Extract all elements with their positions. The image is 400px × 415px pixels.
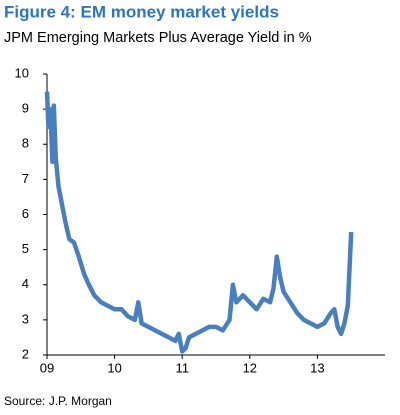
y-tick-label: 8 — [22, 136, 29, 151]
y-tick-label: 6 — [22, 206, 29, 221]
chart-title: Figure 4: EM money market yields — [4, 2, 279, 21]
x-tick-label: 10 — [107, 360, 121, 375]
y-tick-label: 9 — [22, 101, 29, 116]
y-tick-label: 5 — [22, 241, 29, 256]
x-tick-label: 13 — [310, 360, 324, 375]
x-tick-label: 11 — [175, 360, 189, 375]
chart-subtitle: JPM Emerging Markets Plus Average Yield … — [4, 30, 312, 46]
source-note: Source: J.P. Morgan — [4, 394, 112, 408]
data-line — [44, 91, 354, 354]
y-tick-label: 10 — [15, 65, 29, 80]
y-tick-label: 2 — [22, 346, 29, 361]
x-tick-label: 12 — [243, 360, 257, 375]
x-tick-label: 09 — [40, 360, 54, 375]
y-tick-label: 7 — [22, 171, 29, 186]
y-tick-label: 4 — [22, 276, 29, 291]
y-tick-label: 3 — [22, 311, 29, 326]
